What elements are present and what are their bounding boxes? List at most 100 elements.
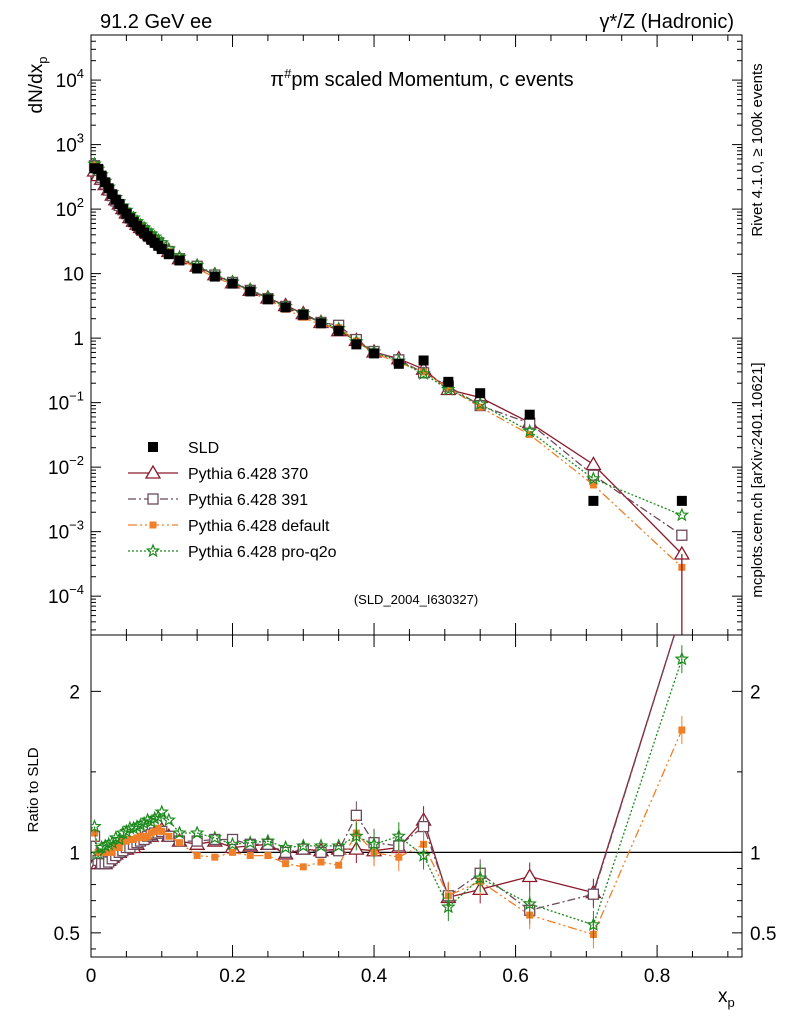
ratio-point-pdefault (317, 858, 325, 866)
ratio-point-pq2o (225, 836, 240, 851)
legend-label-p391: Pythia 6.428 391 (188, 492, 308, 509)
ratio-point-pq2o (91, 846, 106, 861)
x-axis-label: xp (718, 986, 735, 1010)
ratio-axes-ticks: 0.5 0.5 1 1 2 2 0 0.2 0.4 0.6 0.8 (54, 635, 776, 987)
point-sld (475, 388, 486, 399)
point-sld (107, 189, 118, 200)
y-tick-label: 10−2 (48, 453, 84, 479)
ratio-point-pq2o (91, 818, 102, 833)
ratio-point-pdefault (147, 829, 155, 837)
header-left-label: 91.2 GeV ee (100, 11, 212, 33)
point-pq2o (472, 396, 488, 411)
ratio-point-pdefault (175, 839, 183, 847)
title-base: π (270, 69, 284, 91)
ratio-point-pq2o (296, 838, 311, 853)
legend-label-pdefault: Pythia 6.428 default (188, 518, 330, 535)
y-tick-label: 103 (56, 131, 84, 157)
point-sld (192, 263, 203, 274)
ratio-point-pdefault (151, 827, 159, 835)
ratio-point-pq2o (366, 836, 382, 851)
y-tick-label-base: 10 (56, 200, 77, 221)
point-sld (114, 198, 125, 209)
ratio-point-pdefault (144, 832, 152, 840)
y-tick-label-base: 10 (56, 71, 77, 92)
y-tick-label: 1 (73, 329, 84, 350)
ratio-point-pdefault (105, 848, 113, 856)
ratio-point-pdefault (108, 848, 116, 856)
title-superscript: # (284, 66, 292, 81)
point-sld (245, 286, 256, 297)
x-tick-label: 0.8 (644, 966, 670, 987)
ratio-point-pq2o (189, 825, 205, 840)
ratio-y-tick-label-left: 2 (69, 682, 80, 703)
ratio-point-pq2o (112, 831, 127, 846)
series-sld (89, 163, 687, 506)
point-sld (315, 318, 326, 329)
chart-title: π#pm scaled Momentum, c events (270, 66, 573, 91)
point-sld (369, 348, 380, 359)
y-tick-label: 102 (56, 195, 84, 221)
y-tick-label-base: 1 (73, 329, 84, 350)
legend-marker-p391 (147, 493, 159, 505)
ratio-point-pq2o (349, 828, 364, 843)
ratio-point-pdefault (246, 852, 254, 860)
ratio-point-pq2o (416, 847, 431, 862)
ratio-point-p391 (315, 846, 327, 858)
ratio-point-pq2o (313, 838, 329, 853)
x-tick-label: 0.4 (361, 966, 388, 987)
y-tick-label-base: 10 (48, 523, 69, 544)
ratio-point-pq2o (674, 651, 690, 666)
point-sld (351, 339, 362, 350)
series-line-pdefault (93, 164, 683, 568)
point-sld (103, 183, 114, 194)
ratio-point-pq2o (207, 830, 223, 845)
legend-marker-p370 (144, 464, 162, 479)
legend-entry-pq2o: Pythia 6.428 pro-q2o (128, 543, 337, 561)
y-tick-label-exponent: 4 (77, 66, 84, 81)
ratio-y-tick-label-right: 1 (750, 843, 761, 864)
ratio-point-pq2o (260, 833, 276, 848)
ratio-point-pdefault (91, 829, 99, 837)
ratio-point-pq2o (331, 838, 346, 853)
point-p391 (676, 529, 688, 541)
ratio-y-tick-label-left: 1 (69, 843, 80, 864)
ratio-point-pdefault (137, 832, 145, 840)
point-sld (227, 278, 238, 289)
x-tick-label: 0.6 (502, 966, 528, 987)
legend-label-pq2o: Pythia 6.428 pro-q2o (188, 544, 337, 561)
y-tick-label-base: 10 (48, 458, 69, 479)
ratio-point-pq2o (154, 804, 170, 819)
ratio-point-pdefault (211, 853, 219, 861)
ratio-point-pdefault (395, 853, 403, 861)
x-tick-label: 0 (86, 966, 97, 987)
ratio-point-pdefault (140, 834, 148, 842)
y-tick-label-exponent: 3 (77, 131, 84, 146)
ratio-point-p391 (350, 809, 363, 821)
ratio-point-p391 (209, 833, 221, 846)
point-sld (93, 163, 104, 174)
ratio-y-tick-label-right: 2 (750, 682, 761, 703)
ratio-point-pq2o (522, 896, 537, 911)
point-sld (280, 302, 291, 313)
series-p370 (86, 162, 690, 560)
legend-marker-pdefault (149, 521, 157, 529)
point-sld (156, 244, 167, 255)
ratio-series-p370 (91, 635, 676, 912)
point-pdefault (420, 368, 428, 376)
point-sld (443, 376, 454, 387)
ratio-point-pq2o (391, 828, 407, 843)
point-sld (174, 255, 185, 266)
ratio-series-pq2o (91, 645, 690, 939)
series-pdefault (91, 161, 686, 571)
ratio-point-pq2o (136, 815, 152, 830)
point-sld (298, 309, 309, 320)
y-tick-label: 10−3 (48, 518, 84, 544)
ratio-y-tick-label-right: 0.5 (750, 924, 776, 945)
ratio-point-pdefault (335, 861, 343, 869)
x-axis-label-sub: p (728, 995, 735, 1010)
ratio-point-pdefault (122, 837, 130, 845)
ratio-line-pdefault (93, 729, 683, 936)
legend-label-p370: Pythia 6.428 370 (188, 466, 308, 483)
